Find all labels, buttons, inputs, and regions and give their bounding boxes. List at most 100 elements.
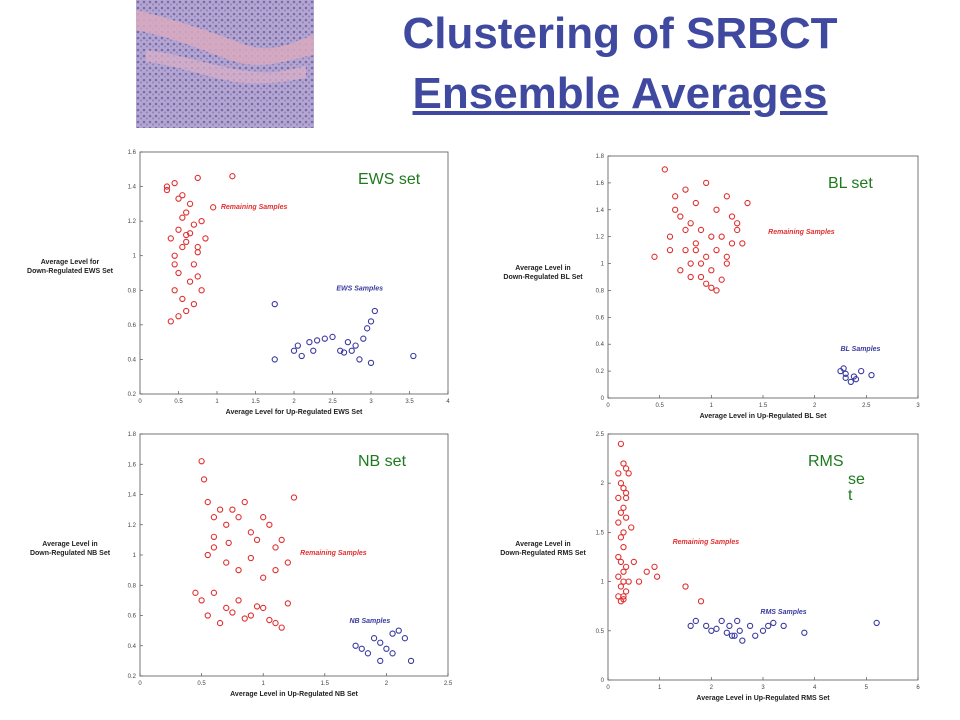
remaining-sample-point	[183, 231, 190, 239]
set-sample-point	[687, 622, 694, 630]
remaining-sample-point	[713, 246, 720, 254]
remaining-sample-point	[617, 534, 625, 541]
set-sample-point	[842, 370, 849, 377]
remaining-sample-point	[708, 284, 715, 291]
x-tick-label: 4	[813, 685, 817, 691]
set-sample-point	[401, 635, 409, 642]
remaining-sample-point	[661, 166, 668, 173]
set-label: EWS set	[358, 171, 421, 188]
x-tick-label: 2	[292, 399, 296, 405]
x-tick-label: 1	[658, 685, 662, 691]
remaining-sample-point	[167, 235, 174, 242]
x-axis-label: Average Level in Up-Regulated BL Set	[700, 413, 827, 420]
remaining-sample-point	[708, 267, 715, 274]
remaining-sample-point	[266, 521, 273, 528]
y-tick-label: 0.2	[128, 392, 137, 398]
remaining-sample-point	[163, 183, 171, 190]
remaining-sample-point	[672, 206, 679, 213]
set-label: t	[848, 487, 853, 504]
remaining-sample-point	[229, 506, 236, 513]
y-tick-label: 0.4	[596, 342, 605, 348]
remaining-sample-point	[198, 287, 205, 294]
set-label: RMS	[808, 453, 844, 470]
remaining-sample-point	[278, 536, 285, 544]
remaining-sample-point	[216, 506, 224, 513]
set-sample-point	[389, 650, 396, 657]
set-sample-point	[703, 622, 710, 630]
remaining-sample-point	[198, 597, 205, 604]
remaining-sample-point	[672, 193, 679, 200]
y-tick-label: 0.6	[596, 315, 605, 321]
set-sample-point	[780, 622, 787, 630]
remaining-sample-point	[643, 568, 650, 575]
x-tick-label: 6	[916, 685, 920, 691]
remaining-sample-point	[200, 476, 208, 483]
y-axis-label: Average Level in Down-Regulated BL Set	[503, 265, 583, 281]
set-sample-point	[348, 347, 355, 354]
x-tick-label: 3	[916, 403, 920, 409]
ews-chart: 0 0.5 1 1.5 2 2.5 3 3.5 4 0.2 0.4 0.6 0.8 1 1.2 1.4 1.6 A…	[128, 150, 451, 416]
remaining-sample-point	[272, 619, 279, 627]
remaining-sample-point	[235, 514, 242, 521]
y-tick-label: 0	[601, 396, 605, 402]
x-tick-label: 1	[710, 403, 714, 409]
set-sample-point	[383, 645, 390, 652]
set-sample-point	[306, 338, 313, 346]
y-tick-label: 1	[601, 580, 605, 586]
remaining-sample-point	[260, 574, 267, 581]
y-axis-label: Average Level for Down-Regulated EWS Set	[27, 259, 113, 275]
set-sample-point	[356, 356, 363, 363]
set-sample-point	[370, 635, 378, 642]
remaining-sample-point	[617, 509, 625, 516]
remaining-sample-point	[247, 529, 255, 536]
remaining-sample-point	[216, 619, 224, 627]
set-sample-point	[850, 373, 858, 380]
remaining-sample-point	[253, 603, 261, 610]
remaining-sample-point	[183, 307, 190, 315]
remaining-sample-point	[697, 260, 705, 267]
remaining-sample-point	[247, 612, 255, 619]
remaining-sample-point	[175, 313, 182, 320]
set-sample-point	[718, 617, 725, 625]
x-tick-label: 2	[710, 685, 714, 691]
remaining-sample-point	[179, 214, 186, 221]
remaining-samples-label: Remaining Samples	[221, 204, 288, 211]
y-tick-label: 1.4	[128, 185, 137, 191]
remaining-sample-point	[202, 235, 209, 242]
remaining-sample-point	[229, 173, 236, 180]
y-tick-label: 0.4	[128, 644, 137, 650]
remaining-sample-point	[622, 465, 630, 472]
x-tick-label: 1	[262, 681, 266, 687]
set-sample-point	[847, 378, 854, 386]
set-sample-point	[294, 342, 301, 349]
remaining-sample-point	[194, 174, 201, 182]
remaining-sample-point	[617, 440, 625, 447]
x-tick-label: 2.5	[328, 399, 337, 405]
x-axis-label: Average Level for Up-Regulated EWS Set	[226, 409, 363, 416]
remaining-sample-point	[615, 553, 622, 561]
remaining-sample-point	[739, 240, 746, 247]
remaining-sample-point	[653, 573, 661, 580]
remaining-sample-point	[198, 217, 205, 225]
remaining-sample-point	[272, 566, 279, 574]
y-tick-label: 0.5	[596, 629, 605, 635]
remaining-sample-point	[625, 578, 632, 585]
y-tick-label: 0.6	[128, 614, 137, 620]
x-tick-label: 1	[215, 399, 219, 405]
set-sample-point	[746, 622, 754, 630]
remaining-sample-point	[171, 252, 178, 259]
remaining-sample-point	[175, 195, 182, 202]
y-tick-label: 1.6	[128, 462, 137, 468]
remaining-sample-point	[697, 598, 705, 605]
remaining-sample-point	[210, 544, 218, 551]
remaining-sample-point	[235, 566, 242, 574]
set-sample-point	[367, 359, 375, 367]
x-tick-label: 3.5	[405, 399, 414, 405]
remaining-sample-point	[192, 589, 199, 596]
remaining-sample-point	[728, 240, 736, 247]
remaining-sample-point	[692, 199, 699, 207]
set-sample-point	[340, 349, 348, 356]
y-axis-label: Average Level in Down-Regulated RMS Set	[500, 541, 586, 557]
remaining-sample-point	[666, 233, 674, 240]
x-tick-label: 2	[385, 681, 389, 687]
